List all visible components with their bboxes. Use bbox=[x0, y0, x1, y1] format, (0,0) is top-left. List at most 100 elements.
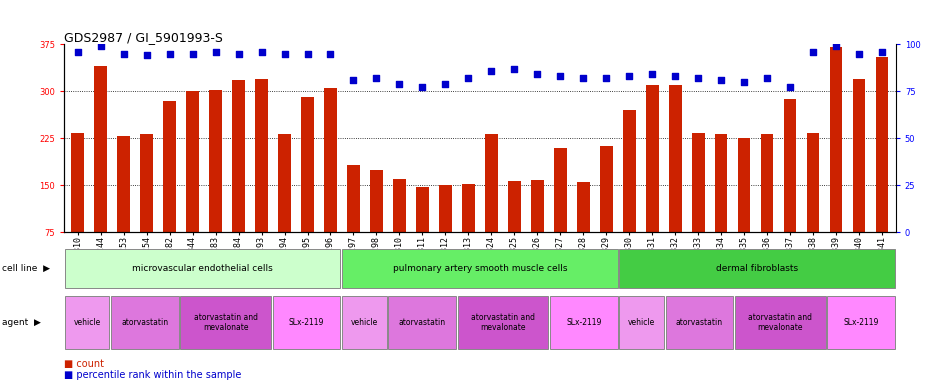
Bar bbox=[71, 132, 84, 280]
Text: atorvastatin: atorvastatin bbox=[676, 318, 723, 327]
Text: cell line  ▶: cell line ▶ bbox=[2, 264, 50, 273]
Point bbox=[208, 49, 223, 55]
Bar bbox=[439, 185, 452, 280]
Bar bbox=[876, 57, 888, 280]
Bar bbox=[256, 79, 268, 280]
Bar bbox=[164, 101, 176, 280]
Point bbox=[806, 49, 821, 55]
Bar bbox=[416, 187, 429, 280]
Bar bbox=[324, 88, 337, 280]
Point bbox=[484, 68, 499, 74]
Point bbox=[162, 50, 177, 56]
Point bbox=[93, 43, 108, 49]
Point bbox=[117, 50, 132, 56]
Point bbox=[392, 81, 407, 87]
Bar bbox=[458, 296, 548, 349]
Bar bbox=[531, 180, 543, 280]
Bar bbox=[65, 249, 340, 288]
Text: ■ count: ■ count bbox=[64, 359, 104, 369]
Text: vehicle: vehicle bbox=[628, 318, 655, 327]
Bar bbox=[577, 182, 589, 280]
Text: atorvastatin and
mevalonate: atorvastatin and mevalonate bbox=[194, 313, 258, 332]
Text: atorvastatin: atorvastatin bbox=[121, 318, 168, 327]
Bar bbox=[784, 99, 796, 280]
Bar bbox=[692, 133, 704, 280]
Bar bbox=[462, 184, 475, 280]
Point bbox=[185, 50, 200, 56]
Text: pulmonary artery smooth muscle cells: pulmonary artery smooth muscle cells bbox=[393, 264, 567, 273]
Bar bbox=[735, 296, 825, 349]
Bar bbox=[118, 136, 130, 280]
Bar bbox=[508, 181, 521, 280]
Bar bbox=[550, 296, 618, 349]
Bar bbox=[342, 296, 386, 349]
Bar bbox=[600, 146, 613, 280]
Point bbox=[70, 49, 86, 55]
Bar bbox=[273, 296, 340, 349]
Point bbox=[667, 73, 682, 79]
Bar bbox=[347, 165, 360, 280]
Bar bbox=[180, 296, 271, 349]
Point bbox=[507, 66, 522, 72]
Bar bbox=[388, 296, 456, 349]
Point bbox=[553, 73, 568, 79]
Point bbox=[323, 50, 338, 56]
Text: ■ percentile rank within the sample: ■ percentile rank within the sample bbox=[64, 370, 242, 380]
Point bbox=[368, 75, 384, 81]
Text: dermal fibroblasts: dermal fibroblasts bbox=[716, 264, 798, 273]
Point bbox=[346, 77, 361, 83]
Point bbox=[852, 50, 867, 56]
Bar bbox=[232, 80, 245, 280]
Point bbox=[737, 79, 752, 85]
Point bbox=[277, 50, 292, 56]
Text: SLx-2119: SLx-2119 bbox=[843, 318, 879, 327]
Text: atorvastatin: atorvastatin bbox=[399, 318, 446, 327]
Bar bbox=[669, 85, 682, 280]
Point bbox=[874, 49, 889, 55]
Text: microvascular endothelial cells: microvascular endothelial cells bbox=[133, 264, 273, 273]
Point bbox=[530, 71, 545, 77]
Bar bbox=[111, 296, 179, 349]
Point bbox=[438, 81, 453, 87]
Text: atorvastatin and
mevalonate: atorvastatin and mevalonate bbox=[748, 313, 812, 332]
Bar bbox=[94, 66, 107, 280]
Point bbox=[576, 75, 591, 81]
Point bbox=[254, 49, 269, 55]
Point bbox=[621, 73, 636, 79]
Bar bbox=[760, 134, 774, 280]
Bar bbox=[301, 97, 314, 280]
Text: vehicle: vehicle bbox=[73, 318, 101, 327]
Point bbox=[760, 75, 775, 81]
Point bbox=[828, 43, 843, 49]
Point bbox=[645, 71, 660, 77]
Text: agent  ▶: agent ▶ bbox=[2, 318, 40, 327]
Bar bbox=[65, 296, 109, 349]
Bar bbox=[666, 296, 733, 349]
Bar bbox=[807, 132, 820, 280]
Point bbox=[461, 75, 476, 81]
Bar bbox=[623, 110, 635, 280]
Bar bbox=[393, 179, 406, 280]
Bar bbox=[186, 91, 199, 280]
Bar bbox=[738, 137, 750, 280]
Bar bbox=[210, 90, 222, 280]
Point bbox=[231, 50, 246, 56]
Text: vehicle: vehicle bbox=[351, 318, 378, 327]
Bar bbox=[827, 296, 895, 349]
Bar bbox=[370, 170, 383, 280]
Bar bbox=[646, 85, 659, 280]
Bar bbox=[853, 79, 866, 280]
Text: atorvastatin and
mevalonate: atorvastatin and mevalonate bbox=[471, 313, 535, 332]
Point bbox=[713, 77, 728, 83]
Bar bbox=[140, 134, 153, 280]
Text: SLx-2119: SLx-2119 bbox=[566, 318, 602, 327]
Bar bbox=[714, 134, 728, 280]
Bar bbox=[554, 147, 567, 280]
Bar bbox=[619, 249, 895, 288]
Text: GDS2987 / GI_5901993-S: GDS2987 / GI_5901993-S bbox=[64, 31, 223, 44]
Bar bbox=[830, 47, 842, 280]
Point bbox=[599, 75, 614, 81]
Point bbox=[300, 50, 315, 56]
Point bbox=[415, 84, 430, 91]
Text: SLx-2119: SLx-2119 bbox=[289, 318, 324, 327]
